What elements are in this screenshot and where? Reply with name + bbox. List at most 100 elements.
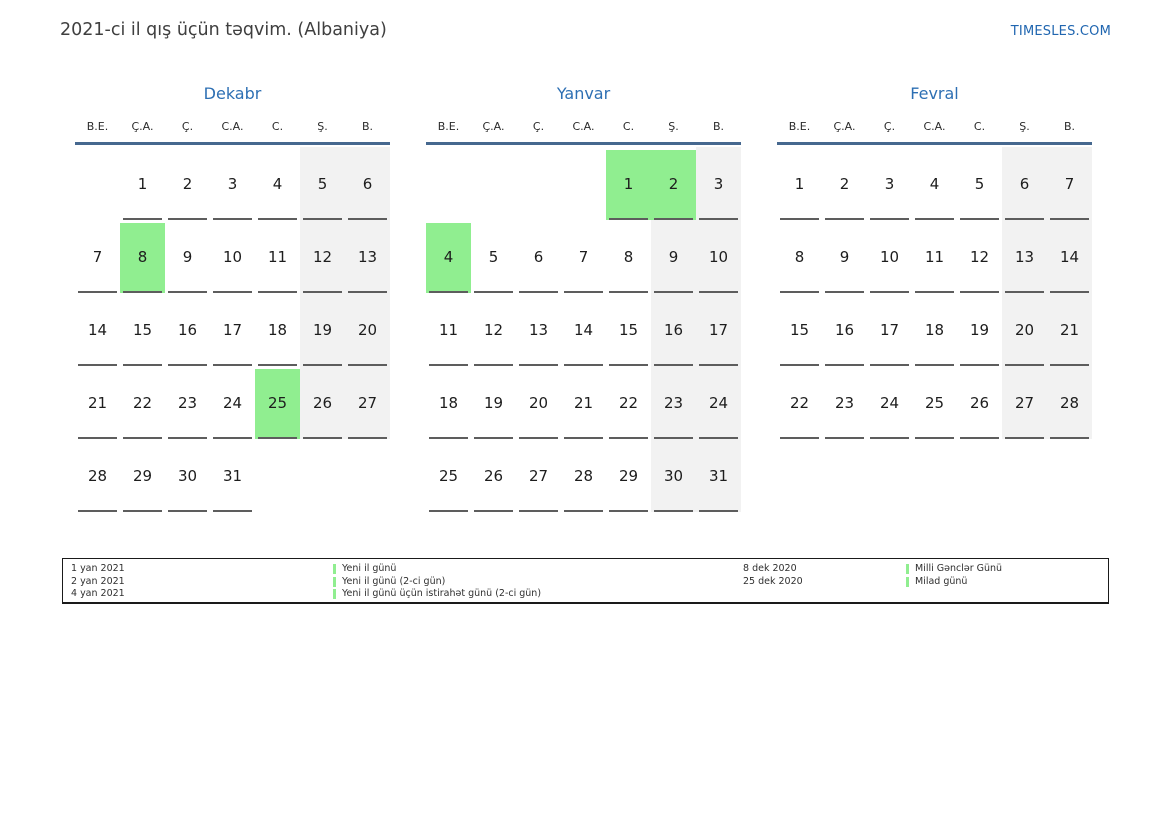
day-cell: 11 <box>912 220 957 293</box>
day-cell: 26 <box>471 439 516 512</box>
legend-item: Milad günü <box>906 576 1002 589</box>
day-cell: 12 <box>300 220 345 293</box>
day-number: 15 <box>132 320 153 339</box>
day-number: 24 <box>879 393 900 412</box>
day-number: 25 <box>924 393 945 412</box>
day-number: 13 <box>1014 247 1035 266</box>
day-number: 17 <box>879 320 900 339</box>
holiday-marker-icon <box>333 576 336 587</box>
legend-box: 1 yan 2021 2 yan 2021 4 yan 2021 Yeni il g… <box>62 558 1109 604</box>
day-number: 28 <box>573 466 594 485</box>
day-cell: 9 <box>165 220 210 293</box>
day-number: 31 <box>708 466 729 485</box>
month-title: Dekabr <box>203 84 262 103</box>
day-number: 30 <box>663 466 684 485</box>
day-cell: 14 <box>561 293 606 366</box>
day-number: 3 <box>227 174 238 193</box>
day-number: 27 <box>528 466 549 485</box>
day-cell: 16 <box>165 293 210 366</box>
holiday-marker-icon <box>906 564 909 575</box>
day-number: 11 <box>267 247 288 266</box>
weekday-row: B.E. Ç.A. Ç. C.A. C. Ş. B. <box>426 112 741 142</box>
day-number: 26 <box>483 466 504 485</box>
day-cell: 18 <box>912 293 957 366</box>
day-number: 28 <box>1059 393 1080 412</box>
day-number: 21 <box>1059 320 1080 339</box>
legend-date: 2 yan 2021 <box>71 575 125 587</box>
weekday-label: C.A. <box>221 120 244 133</box>
day-cell: 24 <box>210 366 255 439</box>
day-cell: 9 <box>651 220 696 293</box>
day-cell: 27 <box>1002 366 1047 439</box>
holiday-marker-icon <box>333 564 336 575</box>
day-cell: 29 <box>606 439 651 512</box>
day-number: 23 <box>663 393 684 412</box>
day-number: 27 <box>357 393 378 412</box>
day-cell <box>300 439 345 512</box>
legend-item: Yeni il günü (2-ci gün) <box>333 576 541 589</box>
day-cell: 15 <box>606 293 651 366</box>
day-cell: 14 <box>1047 220 1092 293</box>
day-cell: 13 <box>345 220 390 293</box>
weekday-label: C.A. <box>923 120 946 133</box>
day-number: 30 <box>177 466 198 485</box>
day-cell: 5 <box>471 220 516 293</box>
day-cell: 4 <box>912 147 957 220</box>
day-cell: 5 <box>300 147 345 220</box>
legend-dates-group-2: 8 dek 2020 25 dek 2020 <box>743 563 803 588</box>
weekday-label: Ç.A. <box>833 120 856 133</box>
day-cell: 14 <box>75 293 120 366</box>
day-cell: 10 <box>696 220 741 293</box>
day-cell: 24 <box>867 366 912 439</box>
day-number: 31 <box>222 466 243 485</box>
day-cell <box>255 439 300 512</box>
day-number: 10 <box>879 247 900 266</box>
day-cell: 20 <box>516 366 561 439</box>
day-cell: 31 <box>696 439 741 512</box>
day-cell: 12 <box>471 293 516 366</box>
day-cell: 1 <box>120 147 165 220</box>
weekday-label: Ç.A. <box>482 120 505 133</box>
day-cell: 30 <box>651 439 696 512</box>
day-cell: 29 <box>120 439 165 512</box>
month-grid: 1 2 3 4 5 6 7 8 9 10 11 12 13 14 15 16 17 18 19 20 21 22 23 24 2… <box>426 147 741 512</box>
day-number: 18 <box>438 393 459 412</box>
day-number: 12 <box>312 247 333 266</box>
site-link[interactable]: TIMESLES.COM <box>1010 24 1111 39</box>
weekday-label: B. <box>712 120 725 133</box>
day-number: 21 <box>573 393 594 412</box>
day-cell: 26 <box>957 366 1002 439</box>
day-number: 27 <box>1014 393 1035 412</box>
day-number: 20 <box>357 320 378 339</box>
day-cell: 10 <box>210 220 255 293</box>
day-number: 11 <box>924 247 945 266</box>
day-number: 1 <box>794 174 805 193</box>
day-cell: 22 <box>777 366 822 439</box>
day-cell: 25 <box>426 439 471 512</box>
day-cell: 23 <box>165 366 210 439</box>
day-number: 7 <box>1064 174 1075 193</box>
day-cell <box>426 147 471 220</box>
day-cell: 4 <box>255 147 300 220</box>
day-cell: 7 <box>1047 147 1092 220</box>
day-number: 4 <box>929 174 940 193</box>
holiday-marker-icon <box>906 576 909 587</box>
calendar-december: Dekabr B.E. Ç.A. Ç. C.A. C. Ş. B. 1 2 3 4 5 6 7 8 9 10 1… <box>75 84 390 512</box>
calendar-january: Yanvar B.E. Ç.A. Ç. C.A. C. Ş. B. 1 2 3 4 5 6 7 8 9 10 1… <box>426 84 741 512</box>
day-number: 23 <box>834 393 855 412</box>
day-cell: 23 <box>651 366 696 439</box>
day-cell: 19 <box>471 366 516 439</box>
day-cell: 11 <box>255 220 300 293</box>
day-cell: 30 <box>165 439 210 512</box>
day-number: 29 <box>618 466 639 485</box>
day-number: 8 <box>794 247 805 266</box>
day-cell: 23 <box>822 366 867 439</box>
weekday-label: B.E. <box>788 120 811 133</box>
legend-item-label: Yeni il günü (2-ci gün) <box>342 575 446 587</box>
day-number: 12 <box>969 247 990 266</box>
day-number: 14 <box>1059 247 1080 266</box>
day-cell: 2 <box>651 147 696 220</box>
day-number: 1 <box>623 174 634 193</box>
day-cell: 8 <box>120 220 165 293</box>
day-number: 14 <box>573 320 594 339</box>
